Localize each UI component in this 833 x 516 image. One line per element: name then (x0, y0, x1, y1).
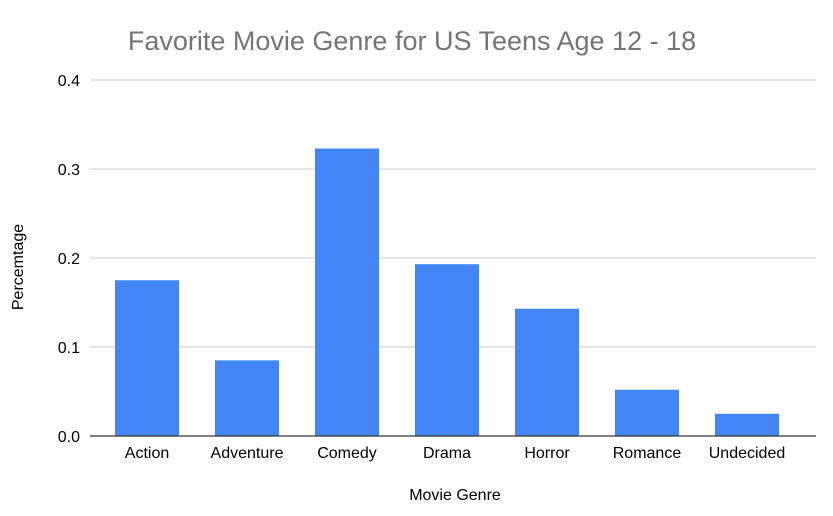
chart-title: Favorite Movie Genre for US Teens Age 12… (128, 26, 696, 56)
x-tick-label-action: Action (125, 445, 169, 462)
x-tick-label-horror: Horror (524, 445, 570, 462)
y-tick-label: 0.2 (58, 251, 80, 268)
y-tick-label: 0.4 (58, 73, 80, 90)
bar-undecided (715, 413, 779, 436)
bar-drama (415, 264, 479, 436)
x-axis-label: Movie Genre (409, 487, 501, 504)
bar-adventure (215, 360, 279, 436)
x-tick-labels: Action Adventure Comedy Drama Horror Romance U… (125, 445, 785, 462)
y-tick-label: 0.1 (58, 340, 80, 357)
y-tick-labels: 0.0 0.1 0.2 0.3 0.4 (58, 73, 80, 446)
x-tick-label-adventure: Adventure (211, 445, 284, 462)
bar-action (115, 280, 179, 436)
x-tick-label-romance: Romance (613, 445, 682, 462)
bar-romance (615, 389, 679, 436)
y-tick-label: 0.3 (58, 162, 80, 179)
y-tick-label: 0.0 (58, 429, 80, 446)
bar-horror (515, 308, 579, 436)
bar-comedy (315, 148, 379, 436)
bars (115, 148, 779, 436)
x-tick-label-drama: Drama (423, 445, 471, 462)
x-tick-label-comedy: Comedy (317, 445, 377, 462)
y-axis-label: Percemtage (10, 224, 27, 310)
x-tick-label-undecided: Undecided (709, 445, 786, 462)
